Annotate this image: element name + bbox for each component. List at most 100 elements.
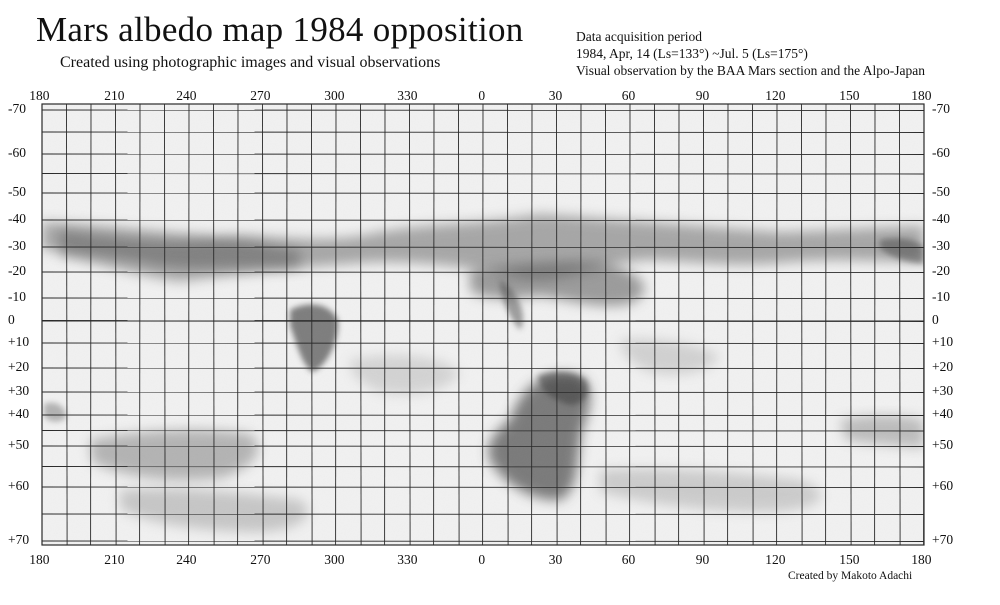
latitude-label: -20 bbox=[932, 263, 950, 278]
latitude-label: 0 bbox=[932, 312, 939, 327]
latitude-label: -50 bbox=[8, 184, 26, 199]
meridian-line bbox=[654, 104, 656, 545]
meridian-line bbox=[458, 104, 460, 545]
parallel-line bbox=[42, 445, 924, 447]
longitude-label: 60 bbox=[621, 552, 636, 567]
map-title: Mars albedo map 1984 opposition bbox=[36, 10, 524, 49]
latitude-label: +10 bbox=[932, 334, 954, 349]
meridian-line bbox=[850, 104, 852, 545]
meridian-line bbox=[605, 104, 607, 545]
parallel-line bbox=[42, 246, 924, 248]
longitude-label: 30 bbox=[548, 88, 563, 103]
latitude-label: +40 bbox=[8, 406, 30, 421]
latitude-label: -20 bbox=[8, 263, 26, 278]
longitude-label: 0 bbox=[478, 88, 486, 103]
parallel-line bbox=[42, 540, 924, 542]
latitude-label: +70 bbox=[8, 532, 30, 547]
meridian-line bbox=[703, 104, 705, 545]
parallel-line bbox=[42, 367, 924, 369]
meridian-line bbox=[899, 104, 901, 545]
meridian-line bbox=[801, 104, 803, 545]
latitude-label: -30 bbox=[8, 238, 26, 253]
meridian-line bbox=[556, 104, 558, 545]
latitude-label: -50 bbox=[932, 184, 950, 199]
meridian-line bbox=[213, 104, 215, 545]
longitude-label: 60 bbox=[621, 88, 636, 103]
latitude-label: +30 bbox=[8, 383, 30, 398]
map-subtitle: Created using photographic images and vi… bbox=[60, 54, 441, 71]
longitude-label: 90 bbox=[695, 552, 710, 567]
meridian-line bbox=[66, 104, 68, 545]
latitude-label: 0 bbox=[8, 312, 15, 327]
parallel-line bbox=[42, 320, 924, 322]
latitude-label: -30 bbox=[932, 238, 950, 253]
longitude-label: 300 bbox=[324, 552, 345, 567]
meridian-line bbox=[311, 104, 313, 545]
meridian-line bbox=[164, 104, 166, 545]
parallel-line bbox=[42, 219, 924, 221]
parallel-line bbox=[42, 271, 924, 273]
parallel-line bbox=[42, 342, 924, 344]
longitude-label: 180 bbox=[29, 552, 50, 567]
longitude-label: 330 bbox=[397, 552, 418, 567]
longitude-label: 30 bbox=[548, 552, 563, 567]
longitude-label: 210 bbox=[104, 88, 125, 103]
parallel-line bbox=[42, 192, 924, 194]
longitude-label: 180 bbox=[911, 88, 932, 103]
latitude-label: -10 bbox=[932, 289, 950, 304]
graticule bbox=[42, 104, 924, 545]
parallel-line bbox=[42, 466, 924, 468]
longitude-label: 330 bbox=[397, 88, 418, 103]
latitude-label: -70 bbox=[932, 101, 950, 116]
latitude-label: +50 bbox=[8, 437, 30, 452]
latitude-label: +60 bbox=[8, 478, 30, 493]
parallel-line bbox=[42, 131, 924, 133]
parallel-line bbox=[42, 297, 924, 299]
longitude-label: 270 bbox=[250, 88, 271, 103]
latitude-label: +20 bbox=[8, 359, 30, 374]
latitude-label: +60 bbox=[932, 478, 954, 493]
latitude-label: -40 bbox=[8, 211, 26, 226]
longitude-label: 300 bbox=[324, 88, 345, 103]
longitude-label: 150 bbox=[839, 88, 860, 103]
longitude-label: 90 bbox=[695, 88, 710, 103]
longitude-label: 240 bbox=[176, 88, 197, 103]
longitude-label: 240 bbox=[176, 552, 197, 567]
parallel-line bbox=[42, 109, 924, 111]
latitude-label: +40 bbox=[932, 406, 954, 421]
meridian-line bbox=[262, 104, 264, 545]
parallel-line bbox=[42, 513, 924, 515]
meridian-line bbox=[752, 104, 754, 545]
latitude-label: +10 bbox=[8, 334, 30, 349]
longitude-label: 180 bbox=[29, 88, 50, 103]
meridian-line bbox=[115, 104, 117, 545]
info-line-dates: 1984, Apr, 14 (Ls=133°) ~Jul. 5 (Ls=175°… bbox=[576, 46, 808, 61]
longitude-label: 120 bbox=[765, 88, 786, 103]
meridian-line bbox=[507, 104, 509, 545]
longitude-label: 210 bbox=[104, 552, 125, 567]
parallel-line bbox=[42, 153, 924, 155]
parallel-line bbox=[42, 430, 924, 432]
parallel-line bbox=[42, 486, 924, 488]
latitude-label: +30 bbox=[932, 383, 954, 398]
parallel-line bbox=[42, 391, 924, 393]
longitude-label: 150 bbox=[839, 552, 860, 567]
map-credit: Created by Makoto Adachi bbox=[788, 570, 913, 582]
meridian-line bbox=[409, 104, 411, 545]
latitude-label: -40 bbox=[932, 211, 950, 226]
parallel-line bbox=[42, 320, 924, 322]
map-border bbox=[41, 103, 925, 546]
longitude-label: 120 bbox=[765, 552, 786, 567]
latitude-label: -10 bbox=[8, 289, 26, 304]
latitude-label: -60 bbox=[932, 145, 950, 160]
longitude-label: 180 bbox=[911, 552, 932, 567]
meridian-line bbox=[360, 104, 362, 545]
longitude-label: 0 bbox=[478, 552, 486, 567]
longitude-label: 270 bbox=[250, 552, 271, 567]
latitude-label: -60 bbox=[8, 145, 26, 160]
parallel-line bbox=[42, 173, 924, 175]
parallel-line bbox=[42, 414, 924, 416]
latitude-label: +50 bbox=[932, 437, 954, 452]
latitude-label: -70 bbox=[8, 101, 26, 116]
